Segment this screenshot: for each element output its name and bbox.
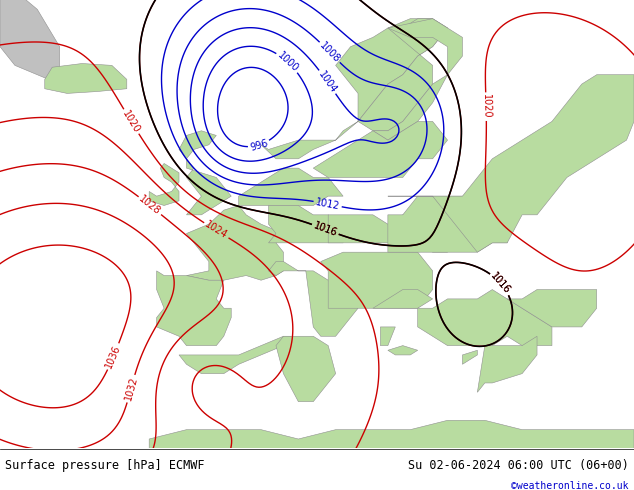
Text: Su 02-06-2024 06:00 UTC (06+00): Su 02-06-2024 06:00 UTC (06+00) (408, 459, 629, 471)
Text: 1024: 1024 (203, 220, 230, 241)
Text: 1020: 1020 (120, 108, 142, 135)
Polygon shape (45, 64, 127, 94)
Polygon shape (380, 327, 396, 345)
Polygon shape (388, 196, 507, 252)
Text: 1016: 1016 (312, 220, 339, 238)
Text: ©weatheronline.co.uk: ©weatheronline.co.uk (512, 481, 629, 490)
Text: 1004: 1004 (316, 69, 339, 95)
Polygon shape (313, 122, 448, 177)
Polygon shape (157, 271, 231, 345)
Polygon shape (186, 205, 283, 280)
Polygon shape (388, 345, 418, 355)
Polygon shape (373, 290, 432, 308)
Text: Surface pressure [hPa] ECMWF: Surface pressure [hPa] ECMWF (5, 459, 205, 471)
Text: 1032: 1032 (123, 375, 139, 402)
Polygon shape (179, 336, 291, 374)
Polygon shape (373, 19, 462, 140)
Polygon shape (507, 290, 597, 327)
Polygon shape (269, 205, 343, 243)
Text: 1016: 1016 (489, 271, 512, 296)
Text: 1020: 1020 (481, 94, 491, 119)
Polygon shape (418, 290, 552, 345)
Polygon shape (477, 336, 537, 392)
Polygon shape (462, 350, 477, 364)
Text: 996: 996 (249, 138, 269, 152)
Text: 1012: 1012 (314, 197, 340, 211)
Polygon shape (179, 131, 231, 215)
Polygon shape (321, 252, 432, 308)
Polygon shape (328, 215, 448, 252)
Text: 1016: 1016 (312, 220, 339, 238)
Text: 1036: 1036 (104, 343, 123, 370)
Text: 1016: 1016 (489, 271, 512, 296)
Text: 1008: 1008 (318, 40, 342, 65)
Polygon shape (149, 420, 634, 448)
Polygon shape (261, 19, 448, 159)
Polygon shape (0, 0, 60, 84)
Polygon shape (358, 19, 448, 131)
Text: 1000: 1000 (275, 50, 300, 74)
Polygon shape (388, 75, 634, 252)
Polygon shape (276, 336, 335, 402)
Polygon shape (149, 164, 179, 205)
Text: 1028: 1028 (13, 485, 39, 490)
Text: 1028: 1028 (137, 194, 163, 217)
Polygon shape (269, 262, 358, 336)
Polygon shape (238, 168, 343, 205)
